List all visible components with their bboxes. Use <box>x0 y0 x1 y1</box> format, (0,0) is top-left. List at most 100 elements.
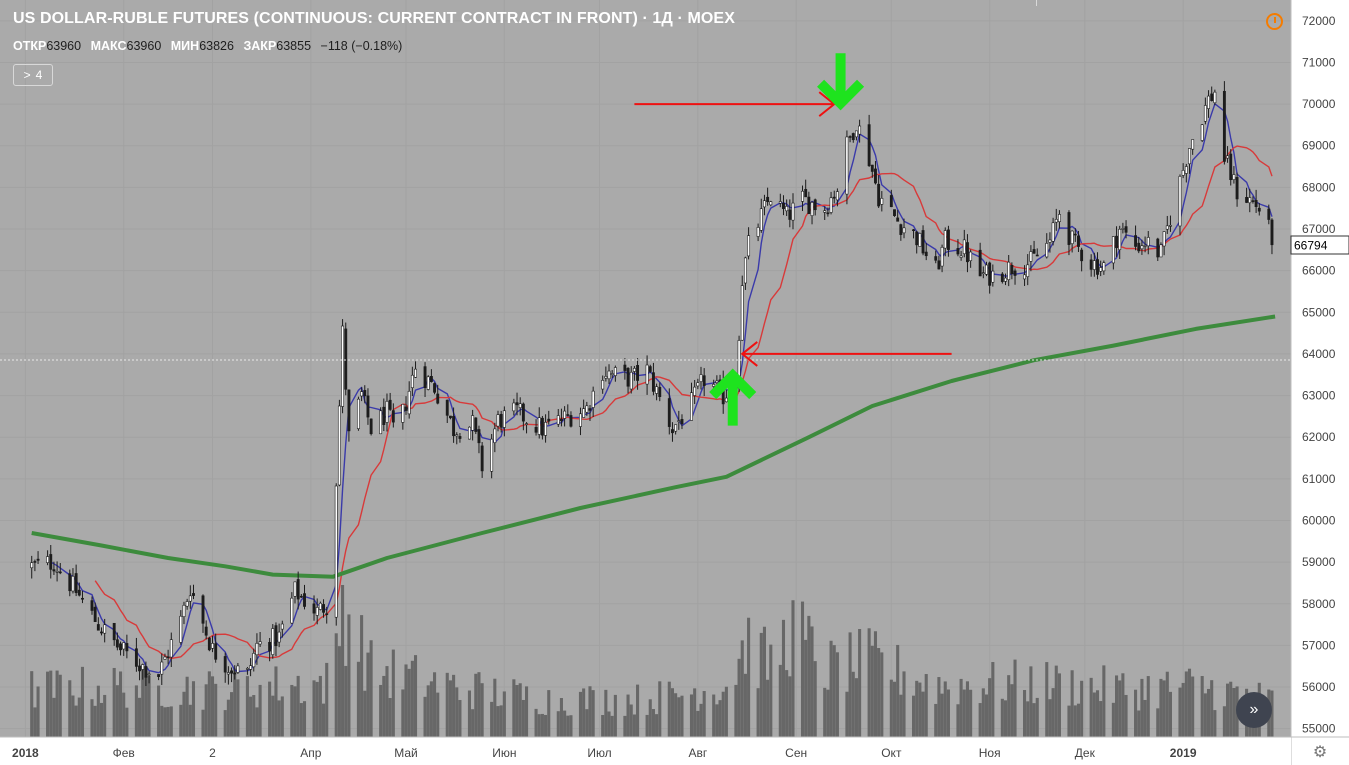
volume-bar <box>1045 662 1049 737</box>
volume-bar <box>778 664 782 737</box>
candle-body <box>33 561 37 563</box>
candle-body <box>940 247 944 267</box>
candle-body <box>1073 233 1077 236</box>
candle-body <box>696 382 700 387</box>
volume-bar <box>940 693 944 737</box>
volume-bar <box>182 691 186 737</box>
candle-body <box>480 445 484 472</box>
candle-body <box>160 661 164 675</box>
volume-bar <box>138 697 142 737</box>
volume-bar <box>515 685 519 737</box>
price-axis-panel[interactable] <box>1291 0 1349 765</box>
volume-bar <box>258 684 262 737</box>
candle-body <box>813 199 817 211</box>
volume-bar <box>781 619 786 737</box>
volume-bar <box>337 646 341 737</box>
volume-bar <box>223 710 227 737</box>
volume-bar <box>648 699 652 737</box>
volume-bar <box>385 666 389 737</box>
volume-bar <box>169 706 173 737</box>
volume-bar <box>122 692 126 737</box>
candle-body <box>1077 235 1080 247</box>
volume-bar <box>1000 698 1004 737</box>
gear-icon[interactable]: ⚙ <box>1312 744 1328 761</box>
time-axis-panel[interactable] <box>0 737 1291 765</box>
price-tick-label: 63000 <box>1302 389 1336 403</box>
time-tick-label: Апр <box>300 746 322 760</box>
candles <box>30 81 1274 687</box>
time-axis[interactable]: 2018 Фев 2 Апр Май Июн Июл Авг Сен Окт Ноя Дек 2019 <box>12 746 1197 760</box>
candle-body <box>690 392 693 421</box>
volume-bar <box>467 690 471 737</box>
candle-body <box>1010 265 1014 275</box>
candle-body <box>1181 170 1185 176</box>
candle-body <box>1000 273 1004 282</box>
volume-bar <box>166 706 170 737</box>
candle-body <box>1032 249 1036 254</box>
volume-bar <box>293 686 297 737</box>
candle-body <box>344 328 348 390</box>
volume-bar <box>766 679 770 737</box>
candle-body <box>607 370 611 380</box>
candle-body <box>360 391 364 397</box>
candle-body <box>782 202 785 209</box>
volume-bar <box>502 691 506 737</box>
candle-body <box>1137 242 1141 252</box>
candle-body <box>680 419 684 425</box>
candle-body <box>629 371 633 390</box>
candle-body <box>1232 174 1236 180</box>
candle-body <box>544 422 548 436</box>
volume-bar <box>302 701 307 737</box>
candle-body <box>829 197 833 213</box>
volume-bar <box>296 675 300 737</box>
candle-body <box>626 367 630 387</box>
candle-body <box>385 401 389 423</box>
candle-body <box>778 201 782 204</box>
volume-bar <box>179 704 183 737</box>
volume-bar <box>896 644 900 737</box>
volume-bar <box>255 707 259 737</box>
volume-bar <box>1213 710 1217 737</box>
volume-bar <box>629 704 633 737</box>
clock-icon[interactable] <box>1266 13 1283 30</box>
candle-body <box>648 366 652 372</box>
price-tick-label: 64000 <box>1302 347 1336 361</box>
volume-bar <box>103 694 107 737</box>
candle-body <box>182 604 186 617</box>
candle-body <box>604 376 608 379</box>
volume-bar <box>480 683 484 737</box>
volume-bar <box>1026 701 1030 737</box>
candle-body <box>515 402 519 406</box>
candle-body <box>252 653 256 668</box>
candle-body <box>119 643 122 651</box>
candle-body <box>636 365 640 381</box>
volume-bar <box>1159 678 1163 737</box>
header-divider <box>1036 0 1037 6</box>
volume-bar <box>1156 708 1160 737</box>
price-tick-label: 65000 <box>1302 305 1336 319</box>
low-value: 63826 <box>199 39 234 53</box>
candle-body <box>249 665 253 670</box>
red-arrow-head <box>740 341 758 367</box>
candle-body <box>766 196 770 203</box>
candle-body <box>391 410 395 423</box>
volume-bar <box>899 694 903 737</box>
high-key: МАКС <box>90 39 127 53</box>
volume-bar <box>46 671 50 737</box>
green-arrow-head <box>817 79 865 111</box>
candle-body <box>566 414 570 416</box>
candle-body <box>525 423 528 425</box>
time-tick-label: 2018 <box>12 746 39 760</box>
candle-body <box>433 383 437 393</box>
candle-body <box>1099 267 1103 272</box>
volume-bar <box>696 710 700 737</box>
candle-body <box>52 569 56 572</box>
indicators-toggle-button[interactable]: > 4 <box>13 64 53 86</box>
volume-bar <box>55 670 59 737</box>
scroll-to-realtime-button[interactable]: » <box>1236 692 1272 728</box>
open-key: ОТКР <box>13 39 47 53</box>
price-axis[interactable]: 72000 71000 70000 69000 68000 67000 66000 65000… <box>1302 14 1336 736</box>
candle-body <box>207 637 211 651</box>
candle-body <box>100 631 103 634</box>
